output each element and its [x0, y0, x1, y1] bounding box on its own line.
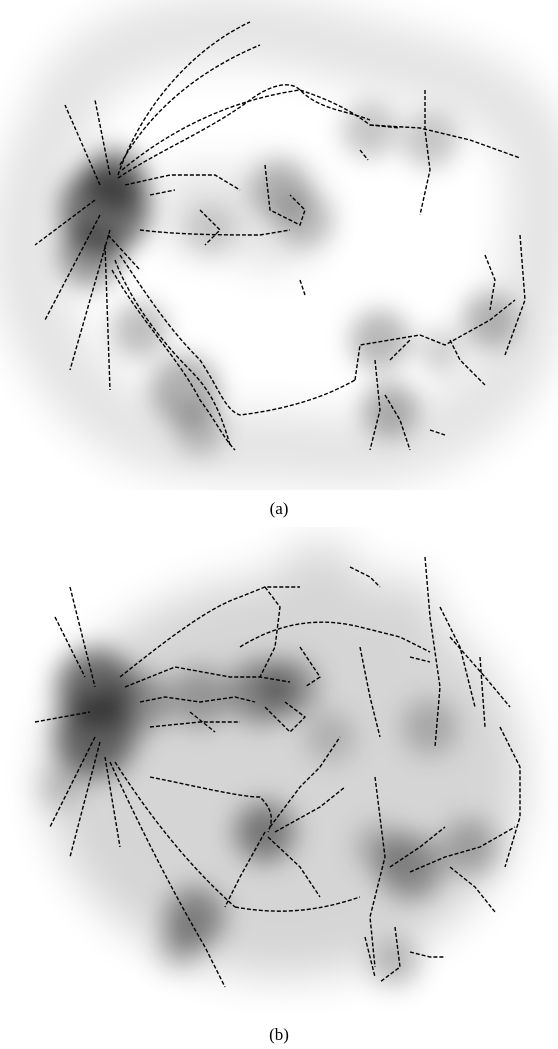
- panel-b-trajectories: [34, 556, 521, 988]
- caption-b: (b): [269, 1025, 289, 1044]
- panel-b-image: [34, 542, 525, 988]
- panel-b-heatmap: [0, 527, 558, 1017]
- caption-a: (a): [269, 499, 289, 518]
- panel-a-heatmap: [0, 0, 558, 490]
- panel-a-trajectories: [34, 21, 526, 451]
- panel-a-image: [0, 0, 558, 487]
